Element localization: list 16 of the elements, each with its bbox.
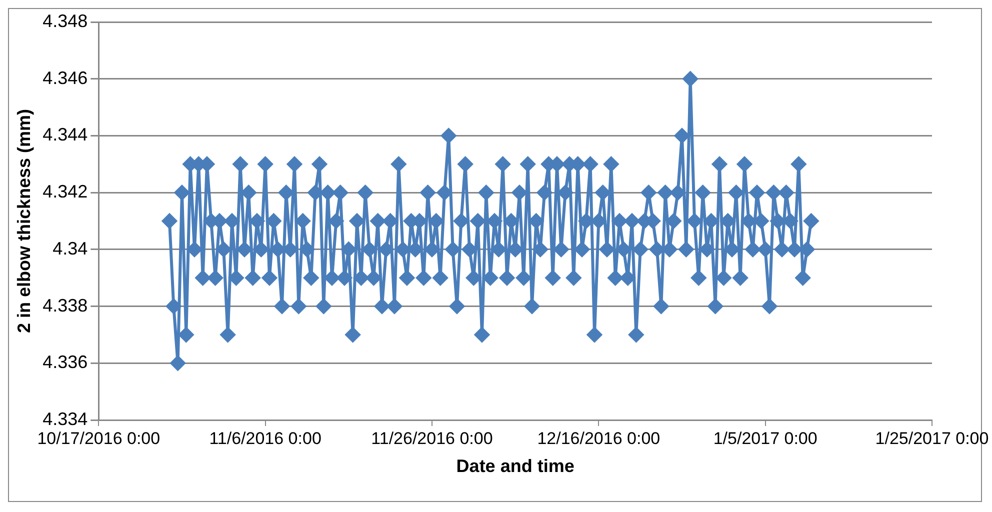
x-tick-label: 1/25/2017 0:00	[875, 428, 989, 448]
y-tick-label: 4.336	[42, 352, 88, 372]
y-tick-label: 4.348	[42, 10, 88, 31]
x-tick-label: 11/26/2016 0:00	[371, 428, 493, 448]
y-tick-label: 4.338	[42, 295, 88, 316]
y-axis-title: 2 in elbow thickness (mm)	[14, 108, 34, 334]
x-tick-label: 12/16/2016 0:00	[537, 428, 660, 448]
y-tick-label: 4.342	[42, 182, 88, 202]
x-tick-label: 11/6/2016 0:00	[209, 428, 322, 448]
y-tick-label: 4.346	[42, 68, 88, 88]
y-tick-label: 4.334	[42, 408, 88, 429]
x-axis-title: Date and time	[456, 456, 574, 476]
y-tick-label: 4.344	[42, 124, 88, 145]
y-tick-label: 4.34	[52, 238, 88, 258]
x-tick-label: 1/5/2017 0:00	[713, 428, 818, 448]
x-tick-label: 10/17/2016 0:00	[37, 428, 160, 448]
